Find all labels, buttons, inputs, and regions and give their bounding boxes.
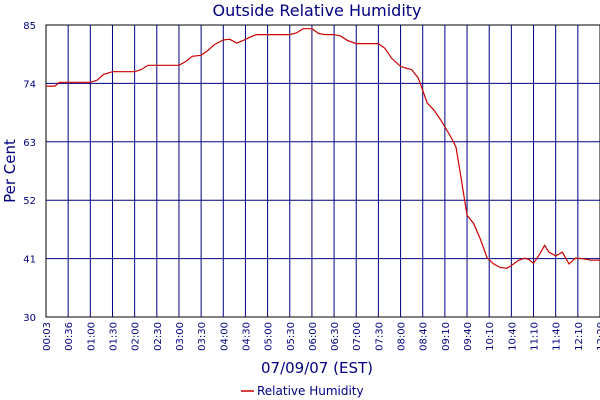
legend: Relative Humidity: [241, 384, 364, 398]
x-tick-label: 01:00: [86, 322, 97, 351]
x-tick-label: 00:36: [64, 322, 75, 351]
x-tick-label: 09:10: [441, 322, 452, 351]
x-tick-label: 03:30: [197, 322, 208, 351]
x-tick-label: 10:10: [485, 322, 496, 351]
x-tick-label: 12:10: [574, 322, 585, 351]
x-tick-label: 07:30: [374, 322, 385, 351]
y-tick-label: 63: [23, 138, 36, 149]
y-tick-label: 52: [23, 196, 36, 207]
x-tick-label: 02:00: [131, 322, 142, 351]
x-tick-label: 10:40: [507, 322, 518, 351]
x-tick-label: 07:00: [352, 322, 363, 351]
x-tick-label: 09:40: [463, 322, 474, 351]
x-axis-ticks: 00:03 00:36 01:00 01:30 02:00 02:30 03:00 03:30…: [42, 322, 600, 351]
y-tick-label: 41: [23, 255, 36, 266]
series-line-relative-humidity: [46, 28, 600, 269]
x-axis-label: 07/09/07 (EST): [261, 359, 373, 377]
x-tick-label: 02:30: [153, 322, 164, 351]
x-tick-label: 05:00: [264, 322, 275, 351]
x-tick-label: 01:30: [108, 322, 119, 351]
x-tick-label: 04:30: [241, 322, 252, 351]
x-tick-label: 05:30: [286, 322, 297, 351]
x-tick-label: 06:00: [308, 322, 319, 351]
x-tick-label: 12:20: [596, 322, 600, 351]
x-tick-label: 04:00: [219, 322, 230, 351]
x-tick-label: 03:00: [175, 322, 186, 351]
x-tick-label: 06:30: [330, 322, 341, 351]
x-tick-label: 08:00: [397, 322, 408, 351]
x-tick-label: 11:40: [552, 322, 563, 351]
y-axis-ticks: 30 41 52 63 74 85: [23, 21, 36, 324]
grid-lines: [46, 25, 600, 317]
y-axis-label: Per Cent: [1, 139, 19, 203]
y-tick-label: 30: [23, 313, 36, 324]
y-tick-label: 85: [23, 21, 36, 32]
y-tick-label: 74: [23, 79, 36, 90]
chart-title: Outside Relative Humidity: [212, 1, 421, 20]
x-tick-label: 00:03: [42, 322, 53, 351]
legend-label-relative-humidity: Relative Humidity: [257, 384, 364, 398]
plot-area: [45, 24, 600, 318]
x-tick-label: 08:40: [419, 322, 430, 351]
series-layer: [46, 28, 600, 269]
x-tick-label: 11:10: [530, 322, 541, 351]
